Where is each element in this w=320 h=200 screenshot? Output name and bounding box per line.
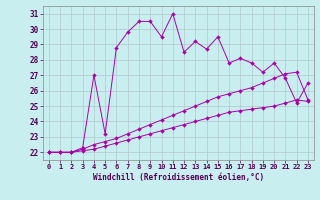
X-axis label: Windchill (Refroidissement éolien,°C): Windchill (Refroidissement éolien,°C) [93, 173, 264, 182]
